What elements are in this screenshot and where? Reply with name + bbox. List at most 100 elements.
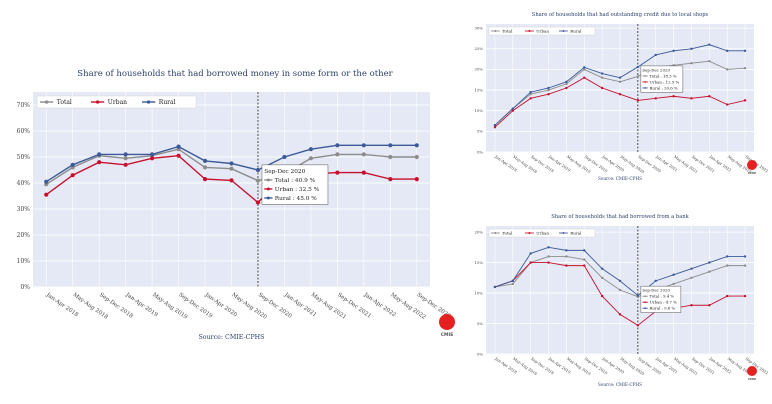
main-annotation-box xyxy=(261,164,329,205)
main-point-total xyxy=(388,154,393,160)
main-ytick-label: 10% xyxy=(17,258,31,265)
main-annotation-line-urban: Urban : 32.5 % xyxy=(275,187,320,193)
bank-legend-marker-total xyxy=(494,232,497,234)
main-legend-label-urban: Urban xyxy=(108,99,127,106)
main-chart: Share of households that had borrowed mo… xyxy=(0,60,470,350)
bank-annotation-marker-urban xyxy=(644,301,646,304)
bank-point-rural xyxy=(565,249,568,252)
bank-annotation-title: Sep-Dec 2020 xyxy=(642,288,670,293)
main-point-rural xyxy=(335,143,340,148)
main-point-total xyxy=(361,152,366,157)
main-point-rural xyxy=(282,154,287,160)
credit-point-rural xyxy=(583,66,586,69)
credit-ytick-label: 15% xyxy=(475,87,484,92)
bank-point-total xyxy=(600,276,604,280)
credit-point-rural xyxy=(565,80,568,84)
main-point-urban xyxy=(255,200,261,205)
main-point-urban xyxy=(70,173,75,178)
main-point-urban xyxy=(150,156,155,161)
bank-point-total xyxy=(583,258,586,261)
credit-point-rural xyxy=(547,86,550,90)
bank-point-rural xyxy=(636,294,640,297)
bank-point-rural xyxy=(618,279,622,283)
main-ytick-label: 60% xyxy=(17,128,31,135)
credit-annotation-line-total: Total : 18.3 % xyxy=(649,73,676,78)
credit-annotation-marker-urban xyxy=(644,81,646,83)
main-point-rural xyxy=(202,158,208,163)
main-point-urban xyxy=(44,192,49,197)
credit-annotation-line-urban: Urban : 12.5 % xyxy=(649,79,679,84)
credit-point-rural xyxy=(493,123,497,127)
bank-point-total xyxy=(618,288,622,292)
bank-point-rural xyxy=(493,285,497,289)
bank-point-urban xyxy=(708,304,711,307)
main-legend-marker-urban xyxy=(95,100,100,104)
credit-point-rural xyxy=(708,43,711,46)
credit-ytick-label: 0% xyxy=(477,149,483,154)
credit-point-total xyxy=(690,62,693,65)
main-annotation-title: Sep-Dec 2020 xyxy=(264,169,305,175)
credit-point-urban xyxy=(726,103,729,106)
credit-point-urban xyxy=(690,97,693,100)
credit-logo-dot-icon xyxy=(747,160,757,170)
credit-annotation-marker-rural xyxy=(644,87,646,89)
main-annotation-marker-rural xyxy=(266,196,270,200)
bank-point-urban xyxy=(547,261,550,264)
main-legend-label-total: Total xyxy=(57,99,72,106)
main-ytick-label: 30% xyxy=(17,206,31,213)
credit-point-rural xyxy=(690,47,693,50)
bank-point-total xyxy=(690,276,693,280)
bank-point-rural xyxy=(672,273,675,276)
credit-point-rural xyxy=(743,49,747,53)
main-point-urban xyxy=(176,153,181,158)
main-point-rural xyxy=(176,144,181,149)
credit-point-rural xyxy=(600,72,604,75)
main-point-rural xyxy=(414,143,419,148)
credit-point-urban xyxy=(672,95,675,98)
credit-annotation-marker-total xyxy=(644,75,646,77)
main-legend-marker-rural xyxy=(146,100,151,104)
main-point-urban xyxy=(335,170,340,175)
credit-ytick-label: 30% xyxy=(475,25,484,30)
bank-point-total xyxy=(547,255,550,258)
bank-point-rural xyxy=(726,255,729,258)
credit-ytick-label: 20% xyxy=(475,67,484,72)
bank-annotation-line-rural: Rural : 9.6 % xyxy=(649,306,675,311)
bank-point-urban xyxy=(565,264,568,267)
main-annotation-line-total: Total : 40.9 % xyxy=(275,178,316,184)
credit-point-total xyxy=(565,82,568,86)
credit-point-urban xyxy=(636,99,640,102)
main-legend-box xyxy=(36,95,197,109)
bank-point-total xyxy=(565,255,568,258)
bank-title: Share of households that had borrowed fr… xyxy=(551,214,689,220)
bank-point-urban xyxy=(529,261,532,264)
main-point-rural xyxy=(70,162,75,167)
bank-legend-box xyxy=(488,228,596,238)
credit-point-urban xyxy=(654,97,657,100)
main-chart-svg: Share of households that had borrowed mo… xyxy=(17,69,455,341)
credit-ytick-label: 25% xyxy=(475,46,484,51)
bank-point-rural xyxy=(690,267,693,270)
credit-source: Source: CMIE-CPHS xyxy=(598,176,642,181)
bank-point-urban xyxy=(618,313,622,316)
bank-point-urban xyxy=(636,324,640,327)
main-annotation-marker-urban xyxy=(266,187,270,191)
main-ytick-label: 50% xyxy=(17,154,31,161)
credit-legend-marker-urban xyxy=(528,30,531,32)
bank-annotation-line-total: Total : 9.4 % xyxy=(649,294,674,299)
bank-point-rural xyxy=(743,255,747,258)
main-point-total xyxy=(308,156,313,161)
credit-point-rural xyxy=(618,76,622,79)
credit-ytick-label: 5% xyxy=(477,129,483,134)
credit-point-rural xyxy=(726,49,729,53)
bank-point-rural xyxy=(708,261,711,264)
bank-point-rural xyxy=(654,279,657,283)
credit-point-urban xyxy=(600,86,604,90)
credit-logo-text: CMIE xyxy=(748,171,756,175)
bank-ytick-label: 15% xyxy=(475,260,484,265)
credit-point-total xyxy=(547,88,550,92)
main-source: Source: CMIE-CPHS xyxy=(198,334,264,341)
main-point-rural xyxy=(150,152,155,157)
credit-point-total xyxy=(726,68,729,71)
credit-ytick-label: 10% xyxy=(475,108,484,113)
